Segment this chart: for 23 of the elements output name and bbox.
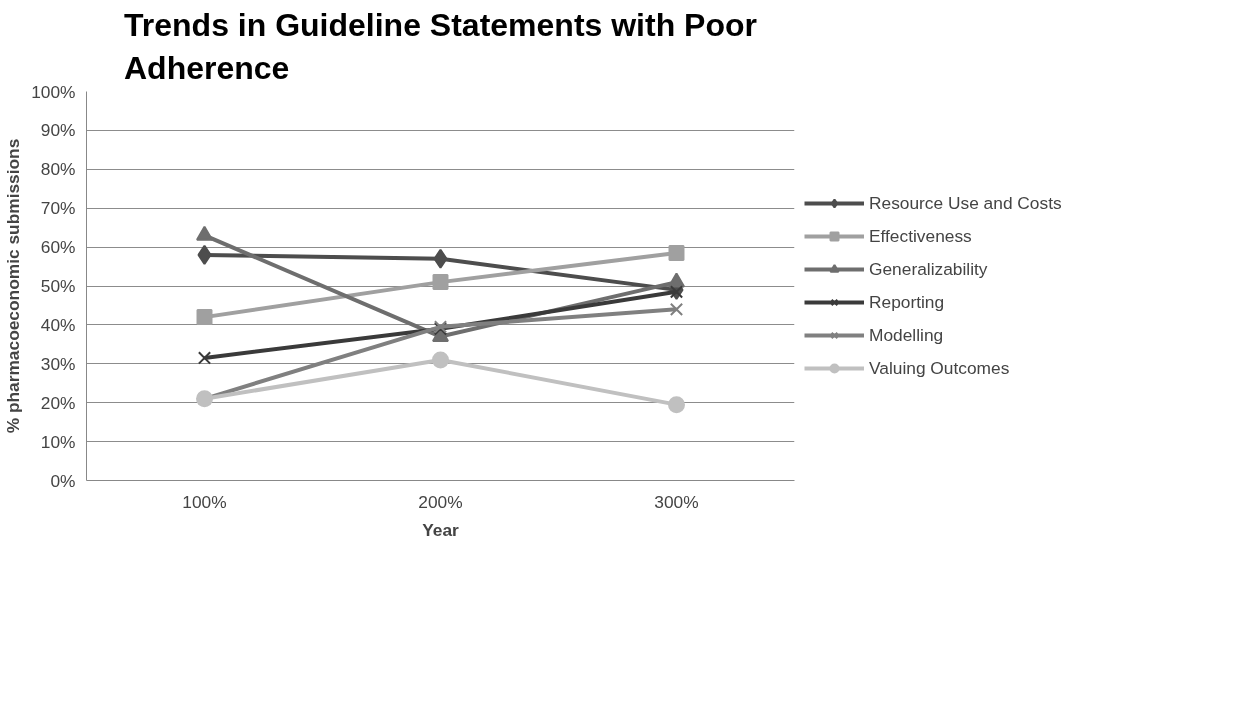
- x-axis-title: Year: [422, 519, 460, 540]
- legend-label: Reporting: [869, 291, 945, 313]
- legend-label: Effectiveness: [869, 225, 972, 247]
- y-tick-label: 90%: [40, 120, 76, 141]
- x-tick-label: 300%: [654, 491, 699, 512]
- y-tick-label: 60%: [40, 237, 76, 258]
- y-tick-label: 100%: [31, 81, 76, 102]
- legend-label: Valuing Outcomes: [869, 357, 1010, 379]
- legend-label: Modelling: [869, 324, 944, 346]
- y-tick-label: 30%: [40, 353, 76, 374]
- x-tick-label: 100%: [182, 491, 227, 512]
- y-tick-label: 0%: [50, 470, 76, 491]
- x-tick-label: 200%: [418, 491, 463, 512]
- y-tick-label: 70%: [40, 198, 76, 219]
- y-tick-label: 80%: [40, 159, 76, 180]
- y-tick-label: 20%: [40, 392, 76, 413]
- chart-title: Trends in Guideline Statements with Poor Adherence: [124, 7, 757, 87]
- y-tick-label: 40%: [40, 314, 76, 335]
- y-axis-title: % pharmacoeconomic submissions: [3, 138, 24, 434]
- legend-label: Resource Use and Costs: [869, 192, 1062, 214]
- y-tick-label: 50%: [40, 276, 76, 296]
- legend-label: Generalizability: [869, 258, 988, 280]
- y-tick-label: 10%: [40, 431, 76, 452]
